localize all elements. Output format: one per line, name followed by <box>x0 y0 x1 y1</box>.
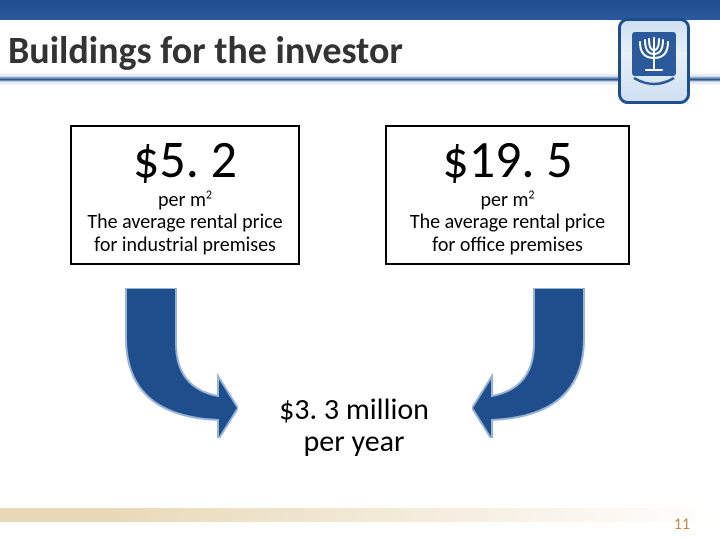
center-line2: per year <box>236 426 472 458</box>
curved-arrow-icon <box>108 288 238 438</box>
stat-desc-industrial-l1: The average rental price <box>80 211 290 234</box>
arrow-right <box>472 288 602 438</box>
page-number: 11 <box>674 515 690 534</box>
stat-desc-office-l2: for office premises <box>395 234 620 257</box>
curved-arrow-icon <box>472 288 602 438</box>
emblem-badge <box>618 18 690 104</box>
arrow-left <box>108 288 238 438</box>
bottom-bar <box>0 508 720 522</box>
menorah-icon <box>628 30 680 92</box>
top-bar <box>0 0 720 20</box>
stat-box-office: $19. 5 per m2 The average rental price f… <box>385 125 630 265</box>
stat-desc-industrial-l2: for industrial premises <box>80 234 290 257</box>
stat-price-industrial: $5. 2 <box>80 133 290 185</box>
stat-price-office: $19. 5 <box>395 133 620 185</box>
center-line1: $3. 3 million <box>236 394 472 426</box>
stat-box-industrial: $5. 2 per m2 The average rental price fo… <box>70 125 300 265</box>
page-title: Buildings for the investor <box>8 28 403 74</box>
stat-unit-office: per m2 <box>395 189 620 211</box>
title-accent-bar <box>0 72 720 86</box>
center-summary: $3. 3 million per year <box>236 394 472 459</box>
stat-unit-industrial: per m2 <box>80 189 290 211</box>
stat-desc-office-l1: The average rental price <box>395 211 620 234</box>
